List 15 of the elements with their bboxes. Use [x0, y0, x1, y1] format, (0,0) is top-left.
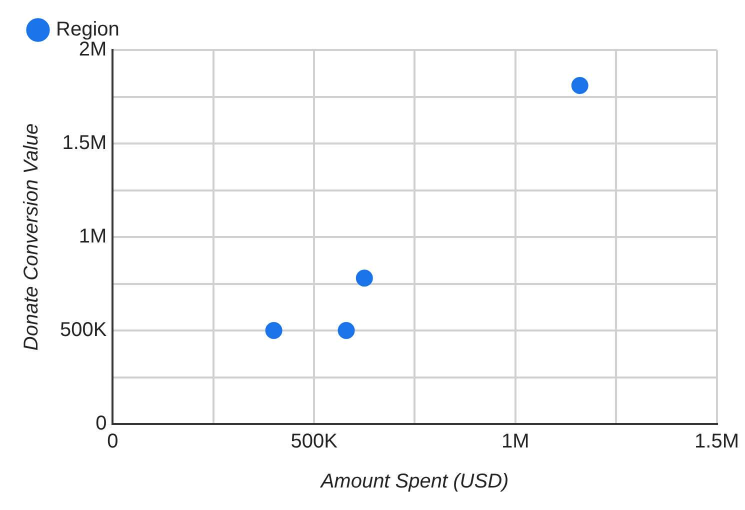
y-tick-label: 2M — [78, 38, 107, 61]
y-tick-label: 1M — [78, 226, 107, 248]
x-axis-title: Amount Spent (USD) — [320, 470, 509, 493]
x-tick-label: 1M — [502, 430, 530, 453]
legend-label: Region — [56, 18, 120, 41]
x-tick-label: 500K — [290, 430, 338, 453]
point — [571, 77, 588, 94]
point — [338, 322, 355, 339]
y-axis-title: Donate Conversion Value — [20, 123, 43, 351]
y-tick-label: 0 — [96, 412, 107, 435]
point — [356, 270, 373, 287]
point — [265, 322, 282, 339]
y-tick-label: 1.5M — [62, 132, 107, 154]
x-tick-label: 1.5M — [694, 430, 740, 453]
y-tick-label: 500K — [60, 319, 108, 342]
